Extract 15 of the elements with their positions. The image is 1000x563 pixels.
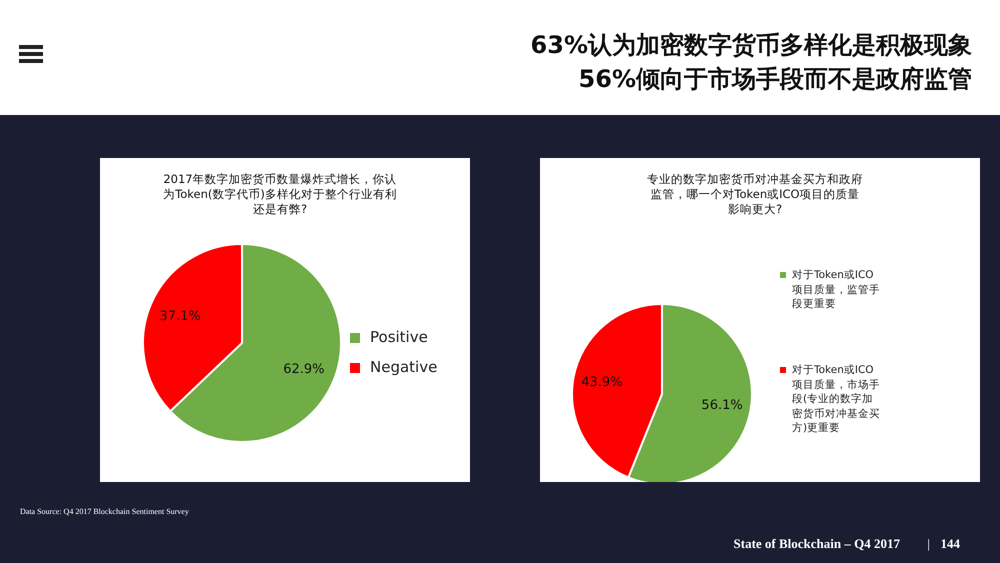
data-label: 43.9%: [581, 374, 623, 390]
legend-label: Negative: [370, 358, 438, 377]
text: 63%认为加密数字货币多样化是积极现象 56%倾向于市场手段而不是政府监管: [530, 30, 972, 95]
data-label: 56.1%: [701, 398, 743, 414]
text: 144: [940, 536, 960, 552]
chart-title: 专业的数字加密货币对冲基金买方和政府监管，哪一个对Token或ICO项目的质量影响更大?: [646, 172, 864, 217]
legend-label: 对于Token或ICO项目质量，市场手段(专业的数字加密货币对冲基金买方)更重要: [792, 363, 880, 436]
legend-label: Positive: [370, 328, 428, 347]
data-label: 37.1%: [159, 308, 201, 324]
text: State of Blockchain – Q4 2017: [734, 536, 900, 552]
data-label: 62.9%: [283, 362, 325, 378]
legend-label: 对于Token或ICO项目质量，监管手段更重要: [792, 268, 880, 312]
source-note: Data Source: Q4 2017 Blockchain Sentiment Survey: [20, 507, 189, 516]
chart-title: 2017年数字加密货币数量爆炸式增长，你认为Token(数字代币)多样化对于整个行业有利还是有弊?: [162, 172, 398, 217]
text: |: [927, 536, 930, 552]
